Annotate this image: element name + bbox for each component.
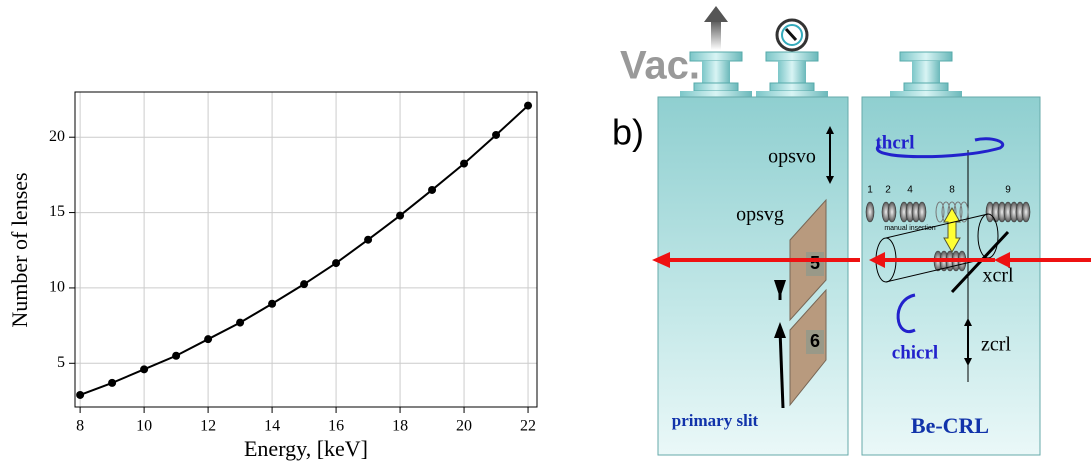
marker [236, 318, 245, 327]
marker [492, 130, 501, 139]
slit-label: 6 [810, 331, 820, 351]
y-tick-label: 5 [57, 354, 65, 371]
x-tick-label: 14 [264, 418, 280, 435]
marker [460, 159, 469, 168]
x-tick-label: 20 [456, 418, 472, 435]
slit-label: 5 [810, 253, 820, 273]
x-tick-label: 10 [136, 418, 152, 435]
marker [268, 299, 277, 308]
xcrl-label: xcrl [982, 265, 1014, 287]
x-tick-label: 18 [392, 418, 408, 435]
y-axis-label: Number of lenses [7, 172, 32, 327]
marker [140, 365, 149, 374]
thcrl-label: thcrl [875, 132, 914, 153]
marker [108, 378, 117, 387]
lens-group-label: 9 [1005, 185, 1011, 196]
be-crl-label: Be-CRL [911, 413, 989, 438]
lens-group-label: 8 [949, 185, 955, 196]
opsvg-label: opsvg [736, 204, 784, 226]
diagram: b) Vac. 5 6 [612, 6, 1091, 456]
x-axis-label: Energy, [keV] [244, 436, 368, 461]
y-tick-label: 10 [49, 279, 65, 296]
marker [172, 351, 181, 360]
marker [524, 101, 533, 110]
chicrl-label: chicrl [892, 342, 938, 363]
vac-label: Vac. [620, 44, 700, 88]
marker [364, 235, 373, 244]
marker [396, 211, 405, 220]
x-tick-label: 22 [520, 418, 536, 435]
plot-frame [74, 91, 538, 408]
lenses [865, 201, 1031, 272]
y-tick-label: 15 [49, 203, 65, 220]
panel-label: b) [612, 112, 644, 153]
lens-group-label: 1 [867, 185, 873, 196]
marker [428, 185, 437, 194]
flanges [680, 6, 962, 98]
zcrl-label: zcrl [981, 334, 1011, 356]
marker [300, 280, 309, 289]
x-tick-label: 8 [76, 418, 84, 435]
lens-group-label: 4 [907, 185, 913, 196]
y-tick-label: 20 [49, 128, 65, 145]
lens-group-label: 2 [885, 185, 891, 196]
marker [204, 335, 213, 344]
marker [332, 259, 341, 268]
opsvo-label: opsvo [768, 146, 816, 168]
manual-insertion-label: manual insertion [884, 225, 935, 232]
x-tick-label: 16 [328, 418, 344, 435]
primary-slit-label: primary slit [672, 411, 759, 430]
plot-area [75, 92, 537, 407]
marker [76, 390, 85, 399]
x-tick-label: 12 [200, 418, 216, 435]
